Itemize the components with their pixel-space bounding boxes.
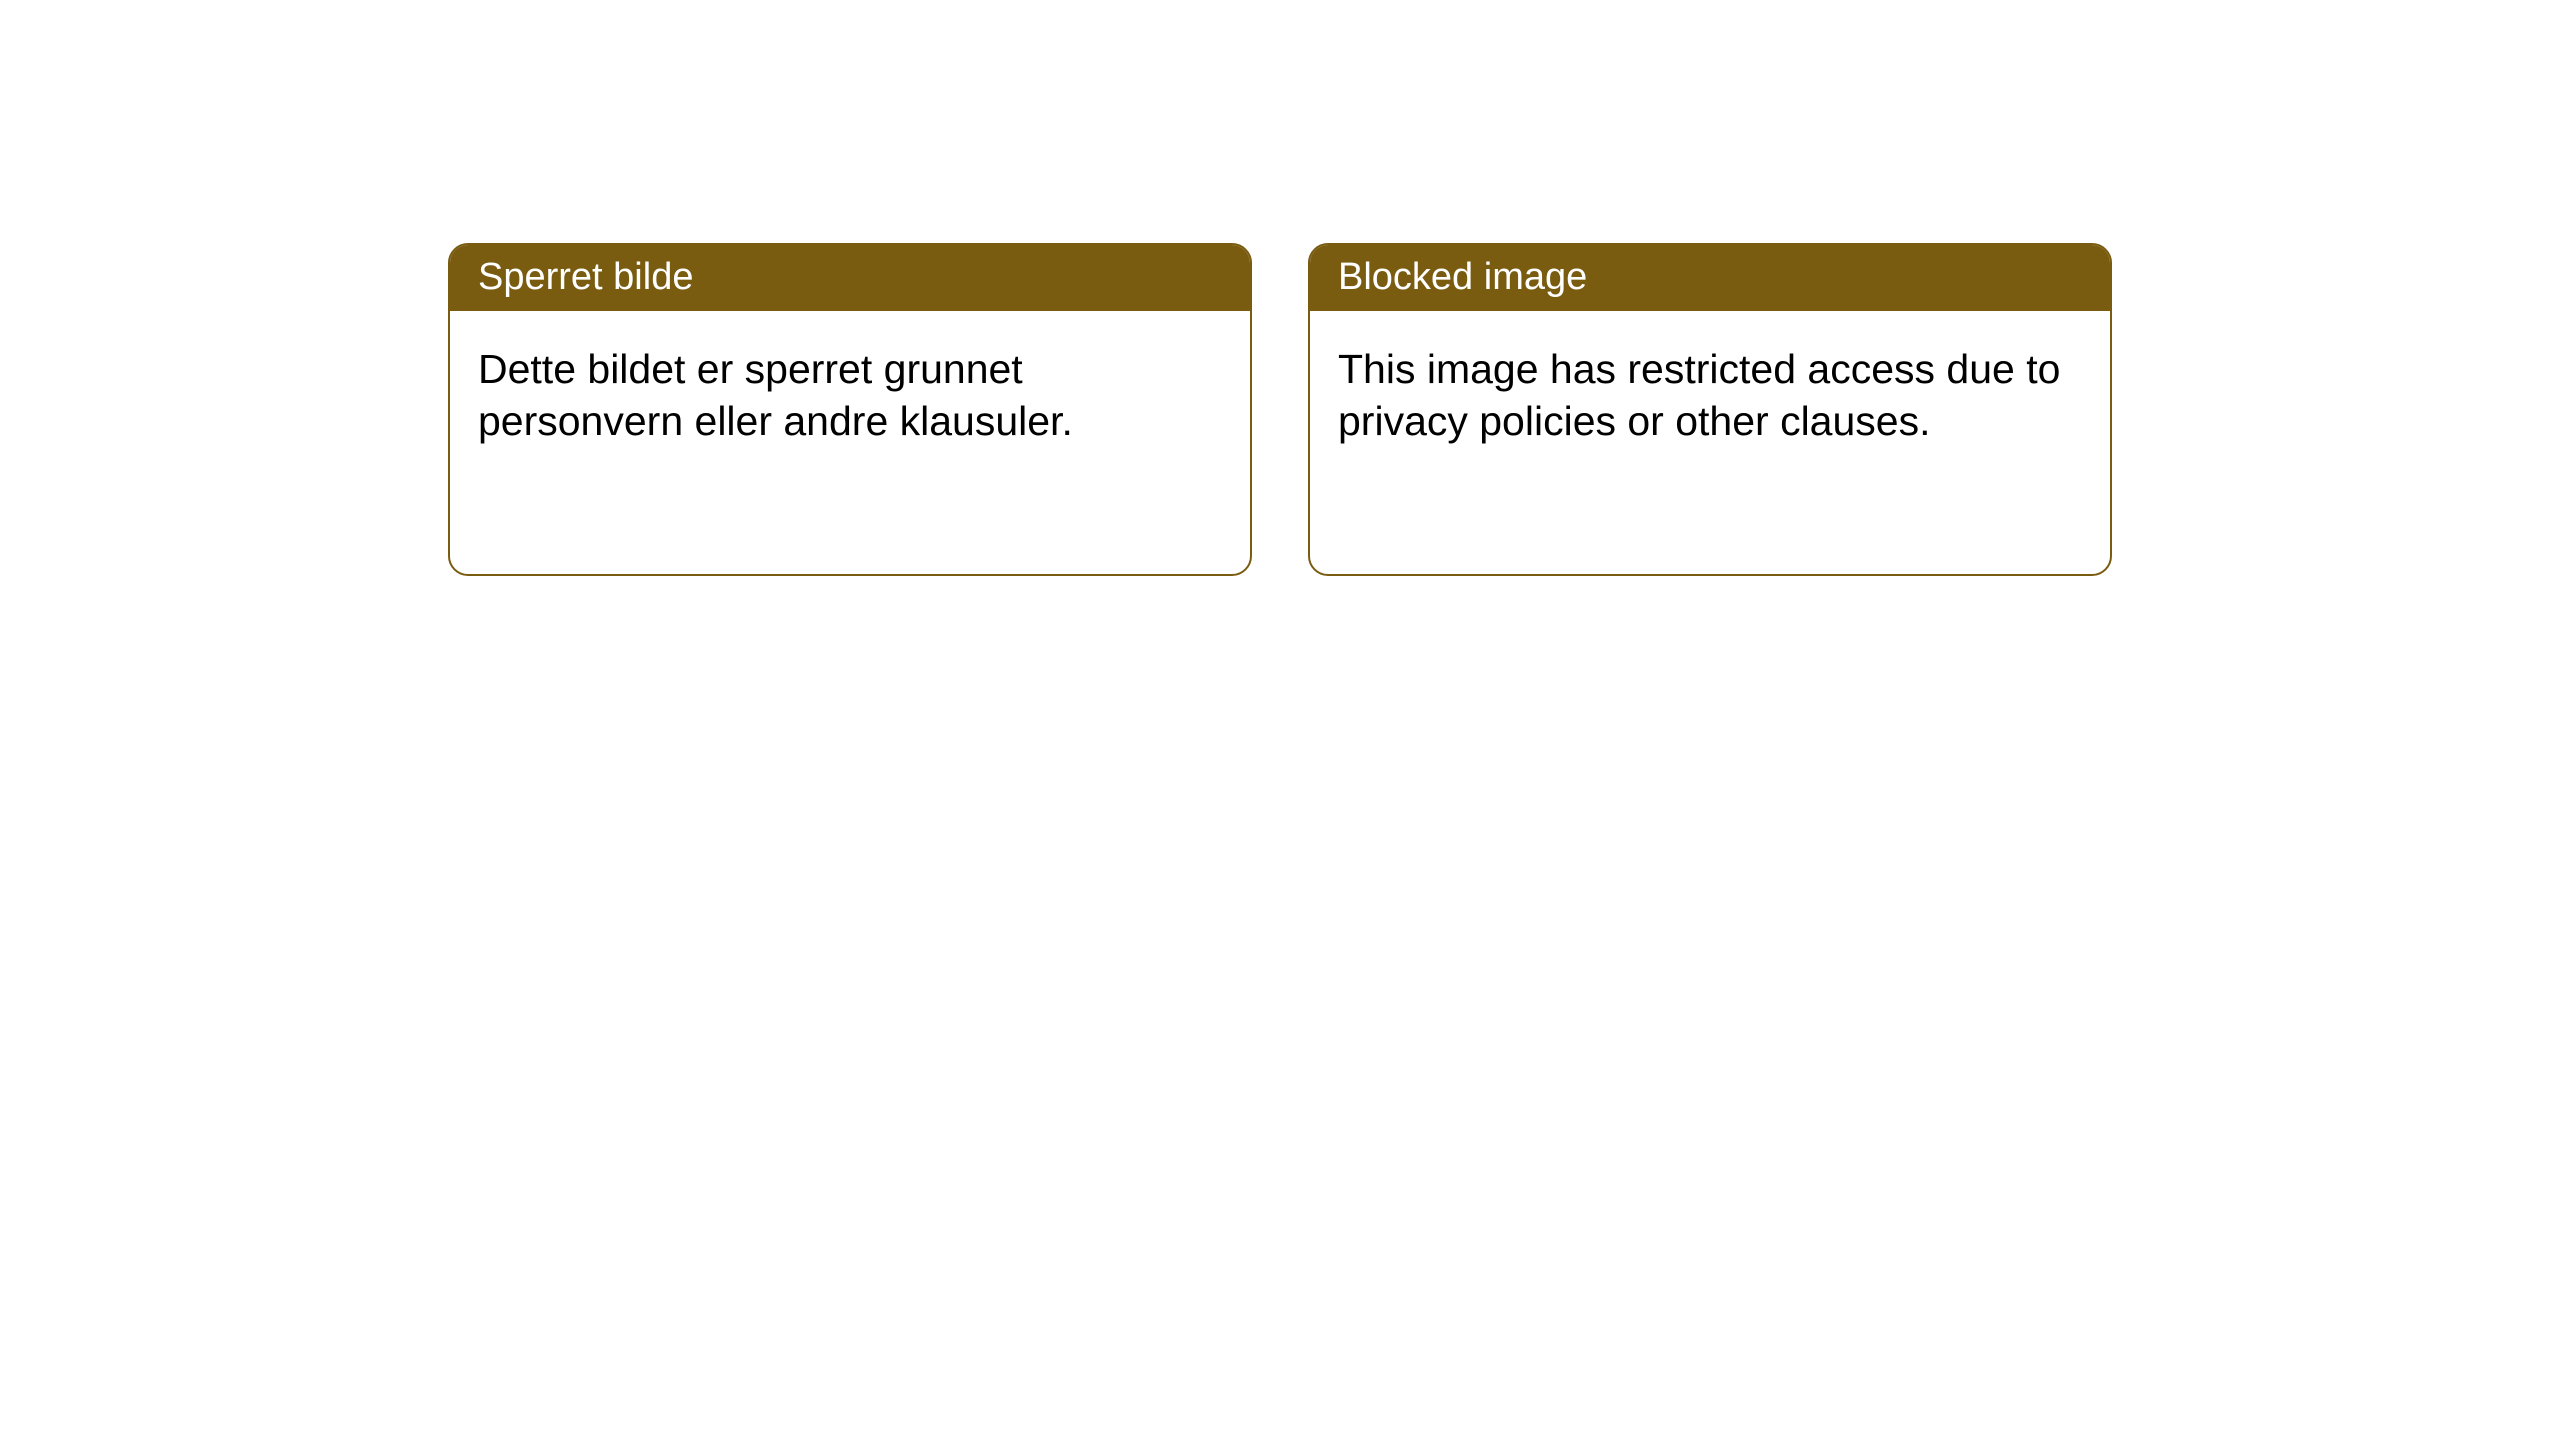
card-header: Sperret bilde: [450, 245, 1250, 311]
card-body: This image has restricted access due to …: [1310, 311, 2110, 480]
notice-card-english: Blocked image This image has restricted …: [1308, 243, 2112, 576]
notice-container: Sperret bilde Dette bildet er sperret gr…: [0, 0, 2560, 576]
card-title: Sperret bilde: [478, 256, 693, 298]
card-message: This image has restricted access due to …: [1338, 346, 2060, 444]
card-header: Blocked image: [1310, 245, 2110, 311]
card-body: Dette bildet er sperret grunnet personve…: [450, 311, 1250, 480]
card-title: Blocked image: [1338, 256, 1587, 298]
card-message: Dette bildet er sperret grunnet personve…: [478, 346, 1073, 444]
notice-card-norwegian: Sperret bilde Dette bildet er sperret gr…: [448, 243, 1252, 576]
